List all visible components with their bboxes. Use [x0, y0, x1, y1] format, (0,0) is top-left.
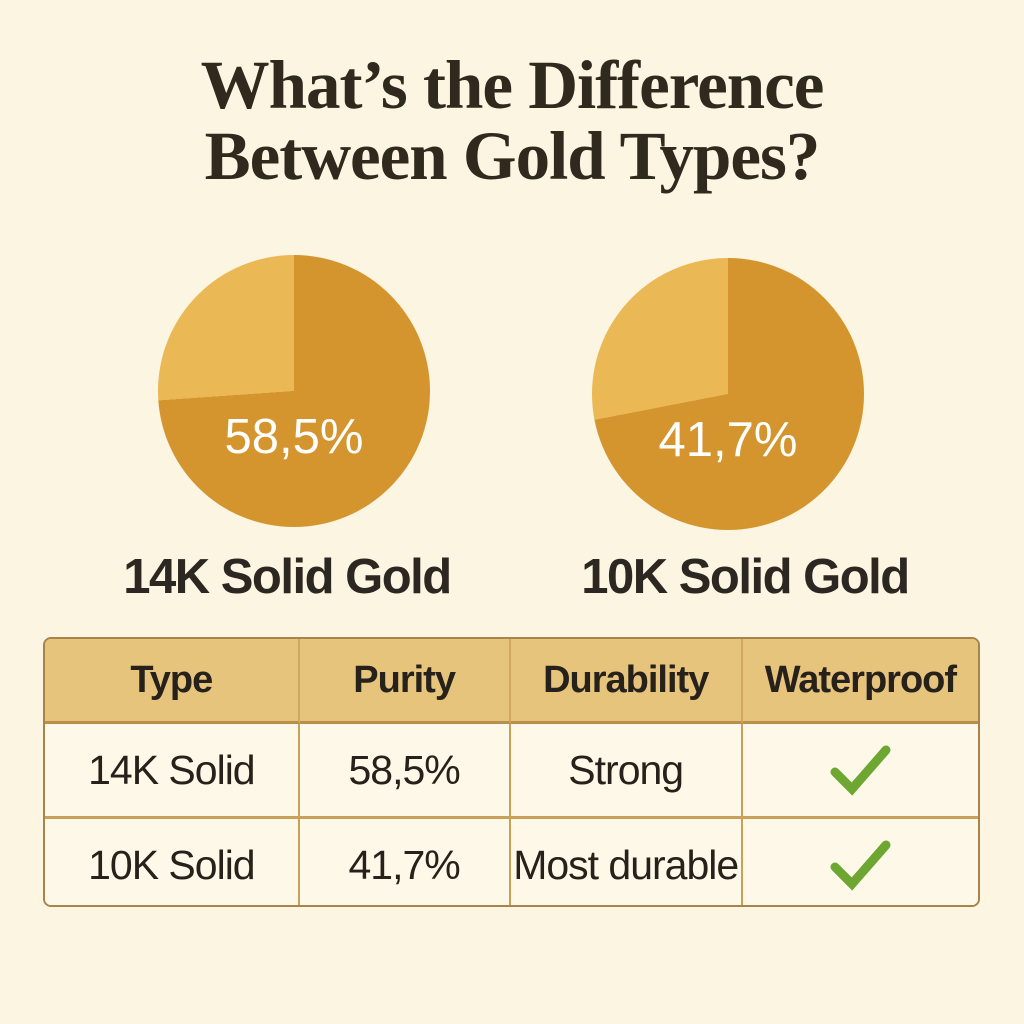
cell-10k-type: 10K Solid [45, 819, 300, 905]
header-cell-durability: Durability [510, 639, 743, 724]
cell-10k-durability: Most durable [510, 819, 743, 905]
cell-14k-durability: Strong [510, 724, 743, 819]
pie-chart-10k-caption: 10K Solid Gold [581, 550, 910, 604]
page-title: What’s the Difference Between Gold Types… [0, 50, 1024, 192]
cell-14k-type: 14K Solid [45, 724, 300, 819]
header-cell-type: Type [45, 639, 300, 724]
cell-14k-purity: 58,5% [299, 724, 511, 819]
cell-14k-waterproof [742, 724, 978, 819]
check-icon [830, 840, 891, 891]
table-row-14k: 14K Solid 58,5% Strong [45, 724, 978, 819]
page-title-line-2: Between Gold Types? [204, 118, 821, 194]
check-icon [830, 745, 891, 796]
header-cell-purity: Purity [299, 639, 511, 724]
comparison-table: Type Purity Durability Waterproof 14K So… [43, 637, 980, 907]
page-title-line-1: What’s the Difference [200, 47, 825, 123]
cell-10k-waterproof [742, 819, 978, 905]
pie-chart-10k-percent-label: 41,7% [658, 413, 798, 468]
cell-10k-purity: 41,7% [299, 819, 511, 905]
pie-chart-14k-caption: 14K Solid Gold [123, 550, 452, 604]
pie-chart-10k: 41,7% [592, 258, 864, 530]
header-cell-waterproof: Waterproof [742, 639, 978, 724]
pie-chart-14k-percent-label: 58,5% [224, 410, 364, 465]
table-header-row: Type Purity Durability Waterproof [45, 639, 978, 724]
table-row-10k: 10K Solid 41,7% Most durable [45, 819, 978, 905]
pie-chart-14k: 58,5% [158, 255, 430, 527]
